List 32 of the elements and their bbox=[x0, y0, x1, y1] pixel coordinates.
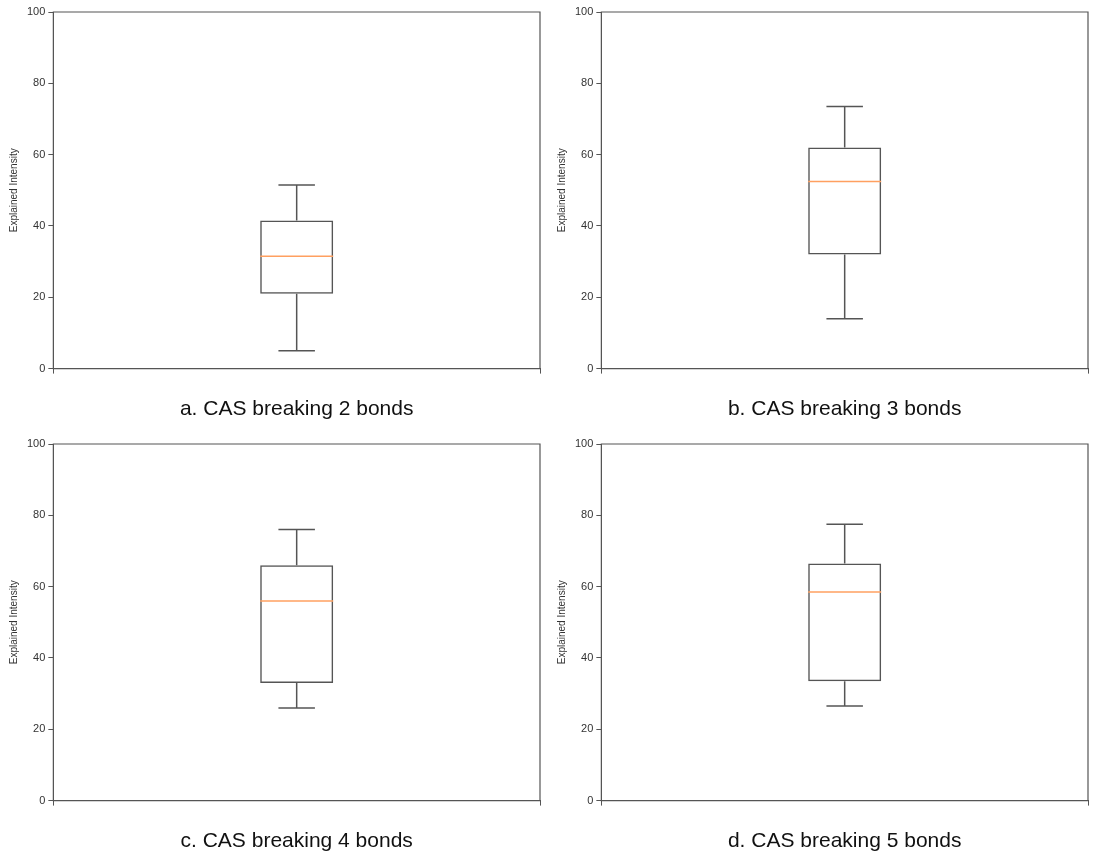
y-tick-label: 60 bbox=[33, 579, 46, 592]
x-axis-title: a. CAS breaking 2 bonds bbox=[179, 396, 414, 420]
y-axis-title: Explained Intensity bbox=[7, 148, 19, 233]
x-axis-title: c. CAS breaking 4 bonds bbox=[180, 828, 413, 852]
y-tick-label: 80 bbox=[33, 508, 46, 521]
y-tick-label: 20 bbox=[33, 290, 46, 303]
y-tick-label: 20 bbox=[33, 722, 46, 735]
y-tick-label: 60 bbox=[581, 147, 594, 160]
y-tick-label: 80 bbox=[581, 508, 594, 521]
y-tick-label: 100 bbox=[574, 437, 594, 450]
y-tick-label: 0 bbox=[587, 361, 594, 374]
y-tick-label: 0 bbox=[39, 361, 46, 374]
y-tick-label: 100 bbox=[574, 5, 594, 18]
y-tick-label: 60 bbox=[33, 147, 46, 160]
y-tick-label: 100 bbox=[26, 5, 46, 18]
y-tick-label: 20 bbox=[581, 290, 594, 303]
x-axis-title: b. CAS breaking 3 bonds bbox=[727, 396, 962, 420]
y-tick-label: 60 bbox=[581, 579, 594, 592]
y-axis-title: Explained Intensity bbox=[555, 148, 567, 233]
y-tick-label: 100 bbox=[26, 437, 46, 450]
y-tick-label: 40 bbox=[33, 650, 46, 663]
y-axis-title: Explained Intensity bbox=[7, 580, 19, 665]
y-tick-label: 0 bbox=[39, 793, 46, 806]
y-tick-label: 80 bbox=[33, 76, 46, 89]
y-tick-label: 80 bbox=[581, 76, 594, 89]
y-tick-label: 20 bbox=[581, 722, 594, 735]
y-tick-label: 40 bbox=[33, 218, 46, 231]
y-tick-label: 40 bbox=[581, 650, 594, 663]
x-axis-title: d. CAS breaking 5 bonds bbox=[727, 828, 962, 852]
y-tick-label: 0 bbox=[587, 793, 594, 806]
y-axis-title: Explained Intensity bbox=[555, 580, 567, 665]
y-tick-label: 40 bbox=[581, 218, 594, 231]
